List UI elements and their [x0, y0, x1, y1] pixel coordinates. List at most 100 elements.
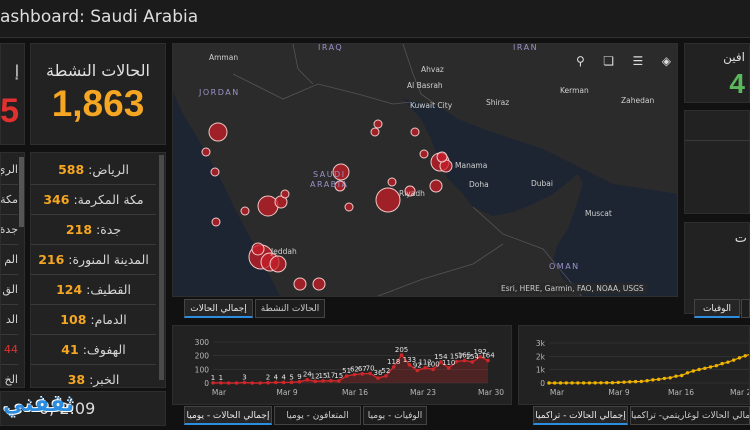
data-point[interactable] [708, 365, 713, 369]
data-point[interactable] [321, 379, 325, 383]
data-point[interactable] [639, 379, 644, 384]
left-list-scrollbar[interactable] [19, 157, 24, 227]
data-point[interactable] [610, 381, 615, 385]
data-point[interactable] [352, 372, 357, 377]
left-list-item[interactable]: الق [1, 275, 18, 305]
case-marker[interactable] [404, 185, 416, 197]
data-point[interactable] [329, 378, 333, 383]
case-marker[interactable] [419, 149, 429, 159]
data-point[interactable] [431, 367, 435, 372]
data-point[interactable] [680, 373, 684, 378]
city-row[interactable]: الهفوف: 41 [31, 335, 156, 365]
bookmark-icon[interactable]: ❏ [603, 54, 615, 68]
city-row[interactable]: المدينة المنورة: 216 [31, 245, 156, 275]
data-point[interactable] [703, 366, 707, 370]
tab-deaths[interactable]: الوفيات [694, 299, 740, 318]
data-point[interactable] [297, 379, 302, 384]
data-point[interactable] [407, 363, 412, 367]
data-point[interactable] [439, 360, 443, 364]
data-point[interactable] [313, 379, 317, 384]
data-point[interactable] [628, 380, 632, 384]
case-marker[interactable] [240, 206, 250, 216]
data-point[interactable] [558, 381, 563, 385]
data-point[interactable] [391, 365, 396, 369]
data-point[interactable] [486, 358, 490, 363]
case-marker[interactable] [312, 277, 326, 291]
data-point[interactable] [415, 368, 420, 373]
case-marker[interactable] [201, 147, 211, 157]
data-point[interactable] [714, 363, 719, 368]
data-point[interactable] [662, 376, 667, 381]
data-point[interactable] [656, 377, 661, 382]
data-point[interactable] [645, 379, 649, 383]
city-list-panel[interactable]: الرياض: 588 مكة المكرمة: 346 جدة: 218 المدي… [30, 152, 166, 388]
case-marker[interactable] [251, 242, 265, 256]
case-marker[interactable] [375, 187, 401, 213]
tab-cumulative-log[interactable]: إجمالي الحالات لوغاريتمي- تراكميا [630, 406, 750, 425]
data-point[interactable] [616, 380, 620, 385]
tab-daily-deaths[interactable]: الوفيات - يوميا [363, 406, 427, 425]
data-point[interactable] [731, 358, 736, 362]
data-point[interactable] [685, 371, 690, 375]
left-list-item[interactable]: الد [1, 305, 18, 335]
left-list-item[interactable]: الخ [1, 365, 18, 387]
data-point[interactable] [266, 380, 270, 385]
case-marker[interactable] [257, 195, 279, 217]
data-point[interactable] [344, 374, 349, 378]
left-list-item[interactable]: جدة [1, 215, 18, 245]
data-point[interactable] [564, 381, 569, 385]
tab-active-cases-map[interactable]: الحالات النشطة [255, 299, 325, 318]
case-marker[interactable] [334, 180, 346, 192]
data-point[interactable] [478, 354, 482, 359]
case-marker[interactable] [410, 127, 420, 137]
data-point[interactable] [336, 379, 341, 383]
city-row[interactable]: الدمام: 108 [31, 305, 156, 335]
data-point[interactable] [622, 380, 626, 384]
city-row[interactable]: جدة: 218 [31, 215, 156, 245]
data-point[interactable] [587, 381, 592, 385]
case-marker[interactable] [210, 167, 220, 177]
data-point[interactable] [289, 380, 294, 385]
tab-cumulative-total[interactable]: إجمالي الحالات - تراكميا [533, 406, 628, 425]
data-point[interactable] [226, 381, 231, 385]
case-marker[interactable] [293, 277, 307, 291]
data-point[interactable] [258, 381, 262, 385]
data-point[interactable] [605, 381, 609, 385]
left-list-item[interactable]: 44 [1, 335, 18, 365]
left-list-panel[interactable]: الريمكةجدةالمالقالد44الخ [0, 152, 25, 388]
case-marker[interactable] [429, 179, 443, 193]
city-row[interactable]: الخبر: 38 [31, 365, 156, 387]
case-marker[interactable] [280, 189, 290, 199]
data-point[interactable] [399, 353, 404, 357]
data-point[interactable] [384, 374, 388, 378]
data-point[interactable] [720, 361, 724, 366]
data-point[interactable] [691, 369, 695, 373]
data-point[interactable] [576, 381, 580, 385]
data-point[interactable] [423, 365, 427, 370]
case-marker[interactable] [332, 163, 350, 181]
case-marker[interactable] [387, 177, 397, 187]
case-marker[interactable] [344, 202, 354, 212]
data-point[interactable] [599, 381, 603, 385]
tab-clipped[interactable] [741, 299, 750, 318]
data-point[interactable] [360, 372, 365, 376]
data-point[interactable] [234, 381, 239, 385]
case-marker[interactable] [373, 119, 383, 129]
data-point[interactable] [743, 354, 747, 358]
tab-total-cases-map[interactable]: إجمالي الحالات [184, 299, 253, 318]
data-point[interactable] [570, 381, 574, 385]
data-point[interactable] [219, 381, 223, 385]
left-list-item[interactable]: الم [1, 245, 18, 275]
data-point[interactable] [726, 360, 730, 364]
data-point[interactable] [553, 381, 557, 385]
list-icon[interactable]: ☰ [632, 54, 644, 68]
data-point[interactable] [593, 381, 597, 385]
case-marker[interactable] [208, 122, 228, 142]
data-point[interactable] [305, 377, 310, 382]
data-point[interactable] [376, 376, 380, 380]
data-point[interactable] [737, 356, 742, 360]
data-point[interactable] [633, 379, 638, 384]
tab-daily-recovered[interactable]: المتعافون - يوميا [274, 406, 361, 425]
data-point[interactable] [651, 378, 655, 382]
data-point[interactable] [446, 366, 451, 370]
